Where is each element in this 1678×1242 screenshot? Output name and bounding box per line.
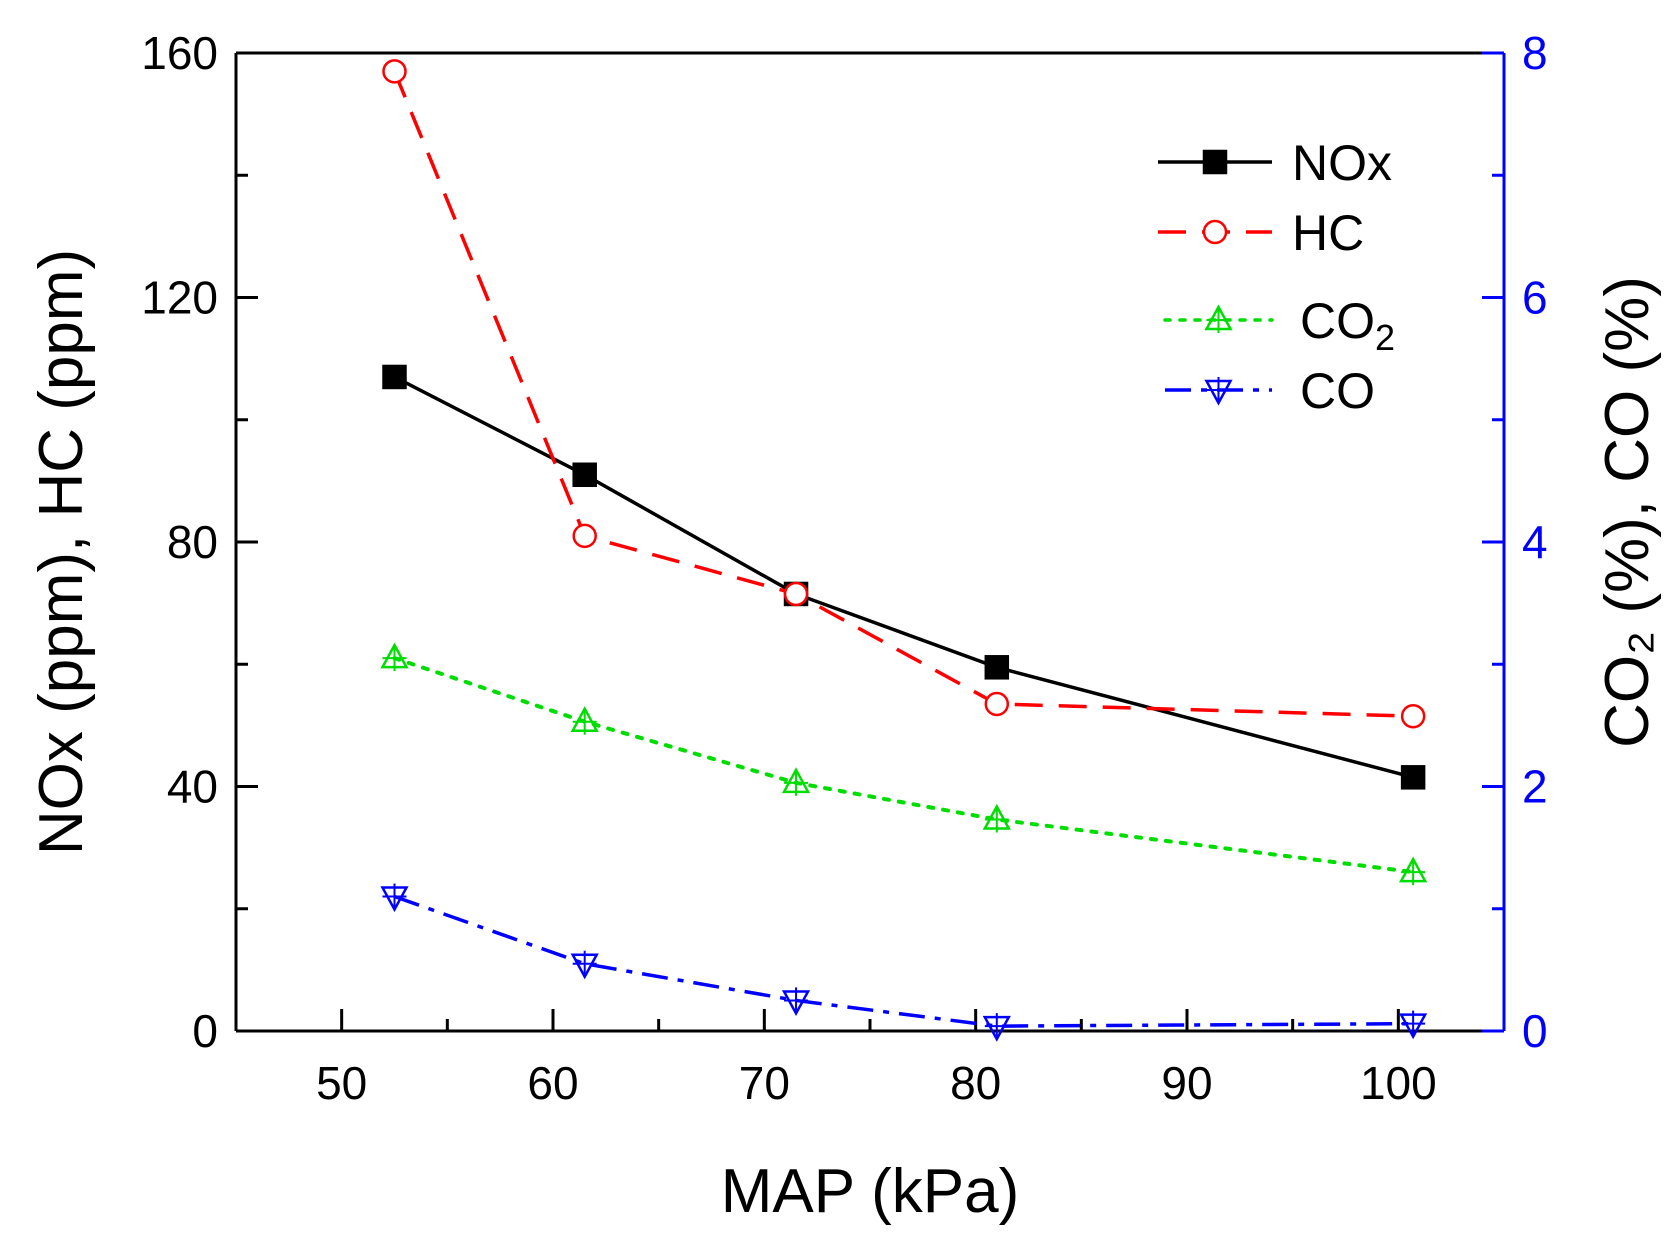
- co-point: [1399, 1010, 1428, 1040]
- legend-item-hc: HC: [1158, 205, 1364, 261]
- hc-point: [1400, 703, 1426, 729]
- y-axis-right: 0 2 4 6 8: [1482, 27, 1548, 1057]
- x-tick-label: 80: [950, 1057, 1001, 1109]
- legend-label-hc: HC: [1292, 205, 1364, 261]
- legend-marker-hc: [1202, 219, 1228, 245]
- y-tick-label: 120: [141, 272, 218, 324]
- series-co2: [380, 642, 1428, 886]
- nox-point: [1400, 765, 1426, 790]
- legend-item-co2: CO2: [1163, 293, 1395, 358]
- y-tick-label: 160: [141, 27, 218, 79]
- legend-item-nox: NOx: [1158, 135, 1392, 191]
- legend-label-co: CO: [1300, 363, 1375, 419]
- x-tick-label: 70: [739, 1057, 790, 1109]
- nox-line: [393, 375, 1414, 780]
- series-nox: [382, 364, 1426, 790]
- series-hc: [382, 59, 1426, 729]
- legend-marker-co2: [1204, 304, 1233, 333]
- series-co: [380, 883, 1428, 1042]
- y2-tick-label: 8: [1522, 27, 1548, 79]
- y-tick-label: 0: [192, 1005, 218, 1057]
- x-tick-label: 50: [316, 1057, 367, 1109]
- y2-tick-label: 6: [1522, 272, 1548, 324]
- y2-tick-label: 0: [1522, 1005, 1548, 1057]
- co2-line: [392, 656, 1416, 875]
- y-tick-label: 80: [167, 516, 218, 568]
- co-point: [982, 1013, 1011, 1042]
- co-point: [570, 950, 599, 980]
- x-tick-label: 90: [1161, 1057, 1212, 1109]
- co-point: [380, 883, 409, 913]
- co2-point: [1399, 856, 1428, 886]
- y-axis-right-title: CO₂ (%), CO (%): [1593, 276, 1662, 748]
- co-point: [781, 987, 811, 1017]
- nox-point: [382, 364, 407, 390]
- legend-label-nox: NOx: [1292, 135, 1392, 191]
- y2-tick-label: 4: [1522, 516, 1548, 568]
- co2-point: [570, 706, 599, 735]
- x-axis: 50 60 70 80 90 100: [316, 1009, 1437, 1109]
- hc-point: [984, 691, 1010, 717]
- y-tick-label: 40: [167, 761, 218, 813]
- legend-marker-nox: [1202, 149, 1228, 175]
- hc-point: [382, 59, 407, 84]
- y-axis-left-title: NOx (ppm), HC (ppm): [27, 249, 96, 855]
- hc-point: [783, 581, 809, 607]
- co2-point: [781, 767, 811, 796]
- co2-point: [982, 803, 1011, 833]
- plot-frame: [234, 51, 1506, 1033]
- axis-titles: MAP (kPa) NOx (ppm), HC (ppm) CO₂ (%), C…: [27, 249, 1662, 1226]
- co-line: [393, 894, 1414, 1028]
- nox-point: [984, 655, 1010, 680]
- legend-label-co2: CO2: [1300, 293, 1395, 358]
- x-tick-label: 60: [527, 1057, 578, 1109]
- series-group: [380, 59, 1428, 1042]
- legend-item-co: CO: [1165, 363, 1375, 419]
- co2-point: [380, 642, 409, 672]
- hc-line: [392, 70, 1414, 718]
- x-tick-label: 100: [1360, 1057, 1437, 1109]
- hc-point: [572, 523, 597, 549]
- x-axis-title: MAP (kPa): [721, 1157, 1020, 1226]
- nox-point: [572, 462, 597, 488]
- legend-marker-co: [1204, 377, 1233, 406]
- y2-tick-label: 2: [1522, 761, 1548, 813]
- y-axis-left: 0 40 80 120 160: [141, 27, 258, 1057]
